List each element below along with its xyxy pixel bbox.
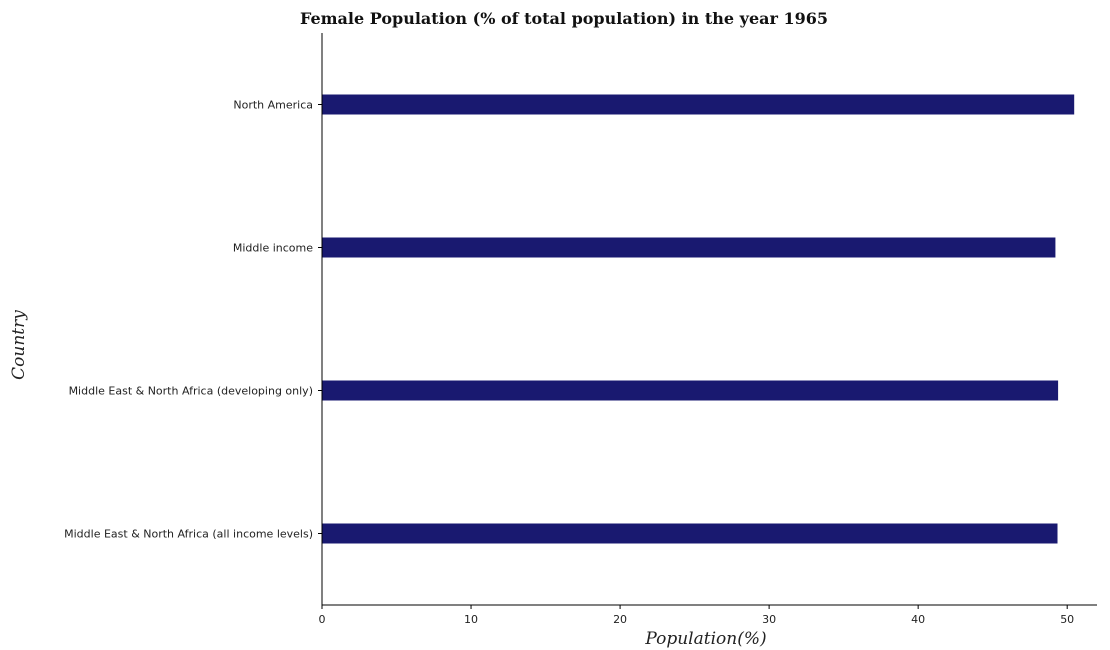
x-tick-label: 30 [762,613,776,626]
y-axis-label: Country [9,310,29,380]
bars-layer [322,94,1075,544]
x-axis-label: Population(%) [644,629,766,649]
chart-title: Female Population (% of total population… [300,9,828,28]
bar [322,523,1058,544]
y-tick-label: Middle East & North Africa (all income l… [64,528,313,541]
y-tick-label: Middle income [233,242,313,255]
y-axis: Middle East & North Africa (all income l… [64,33,323,605]
x-tick-label: 10 [464,613,478,626]
bar [322,237,1056,258]
bar [322,94,1075,115]
x-axis: 0 10 20 30 40 50 [319,604,1097,626]
y-tick-label: Middle East & North Africa (developing o… [69,385,313,398]
x-tick-label: 0 [319,613,326,626]
y-tick-label: North America [233,99,313,112]
x-tick-label: 50 [1060,613,1074,626]
bar [322,380,1059,401]
x-tick-label: 20 [613,613,627,626]
x-tick-label: 40 [911,613,925,626]
